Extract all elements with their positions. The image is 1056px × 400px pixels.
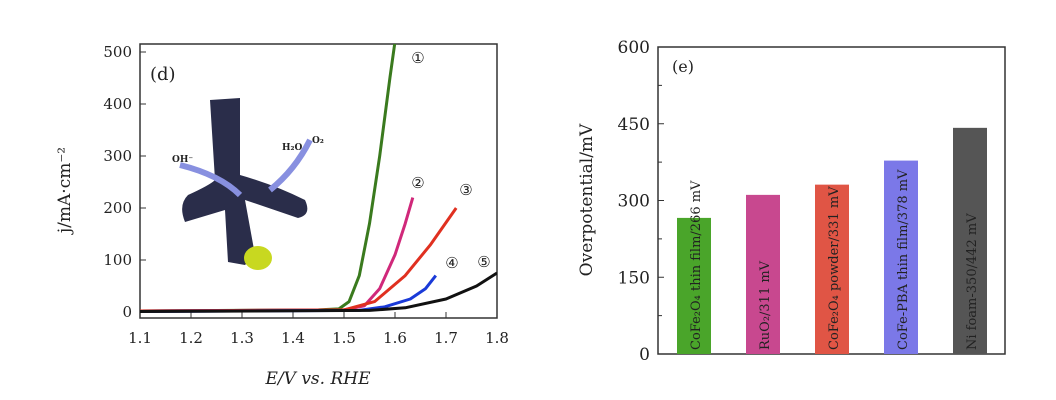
y-tick-label: 200 (103, 199, 132, 217)
bar-5 (953, 127, 987, 355)
series-line-4 (140, 274, 437, 313)
inset-illustration: OH⁻ H₂O O₂ e⁻ (172, 98, 324, 270)
arrow-out-icon (268, 138, 313, 193)
bar-2 (746, 194, 780, 354)
series-label-3: ③ (459, 181, 472, 199)
y-tick-label: 0 (122, 303, 132, 321)
x-tick-label: 1.1 (128, 329, 152, 347)
y-tick-label: 0 (639, 345, 650, 365)
x-axis-label: E/V vs. RHE (265, 369, 372, 389)
bar-label-3: CoFe₂O₄ powder/331 mV (827, 186, 842, 350)
inset-oh: OH⁻ (172, 155, 193, 165)
overpotential-chart: (e) 0 150 300 450 600 CoFe₂O₄ thin film/266 … (577, 38, 1006, 365)
x-tick-label: 1.4 (281, 329, 305, 347)
series-label-4: ④ (445, 254, 458, 272)
y-tick-label: 450 (618, 115, 650, 135)
x-tick-label: 1.7 (434, 329, 458, 347)
series-label-1: ① (411, 49, 424, 67)
series-line-5 (140, 271, 497, 313)
x-tick-label: 1.8 (485, 329, 509, 347)
inset-electron: e⁻ (253, 113, 263, 123)
bar-label-5: Ni foam-350/442 mV (965, 213, 980, 350)
y-axis-label: j/mA·cm⁻² (55, 147, 75, 235)
y-tick-label: 500 (103, 43, 132, 61)
y-tick-label: 600 (618, 38, 650, 58)
x-tick-label: 1.6 (383, 329, 407, 347)
y-tick-label: 300 (103, 147, 132, 165)
y-tick-label: 100 (103, 251, 132, 269)
panel-label-d: (d) (150, 64, 176, 85)
y-tick-label: 150 (618, 268, 650, 288)
bar-label-4: CoFe-PBA thin film/378 mV (896, 169, 911, 350)
series-line-1 (140, 44, 397, 313)
inset-tip (244, 246, 272, 270)
x-tick-label: 1.2 (179, 329, 203, 347)
y-tick-label: 400 (103, 95, 132, 113)
x-tick-label: 1.5 (332, 329, 356, 347)
bar-3 (815, 184, 849, 354)
series-label-2: ② (411, 174, 424, 192)
inset-h2o: H₂O (282, 143, 302, 153)
panel-label-e: (e) (672, 57, 694, 76)
arrow-in-icon (179, 162, 243, 198)
series-label-5: ⑤ (477, 253, 490, 271)
polarization-chart: (d) OH⁻ H₂O O₂ e⁻ 1.1 1.2 1.3 1.4 1.5 1.6 1.7 1… (55, 43, 509, 389)
y-tick-label: 300 (618, 192, 650, 212)
plot-frame (139, 43, 498, 319)
series-line-3 (140, 207, 458, 313)
inset-o2: O₂ (312, 136, 324, 146)
bar-label-1: CoFe₂O₄ thin film/266 mV (689, 180, 704, 350)
bar-4 (884, 160, 918, 354)
bar-label-2: RuO₂/311 mV (758, 260, 773, 350)
x-tick-label: 1.3 (230, 329, 254, 347)
bar-1 (677, 217, 711, 354)
y-axis-label: Overpotential/mV (577, 123, 597, 276)
